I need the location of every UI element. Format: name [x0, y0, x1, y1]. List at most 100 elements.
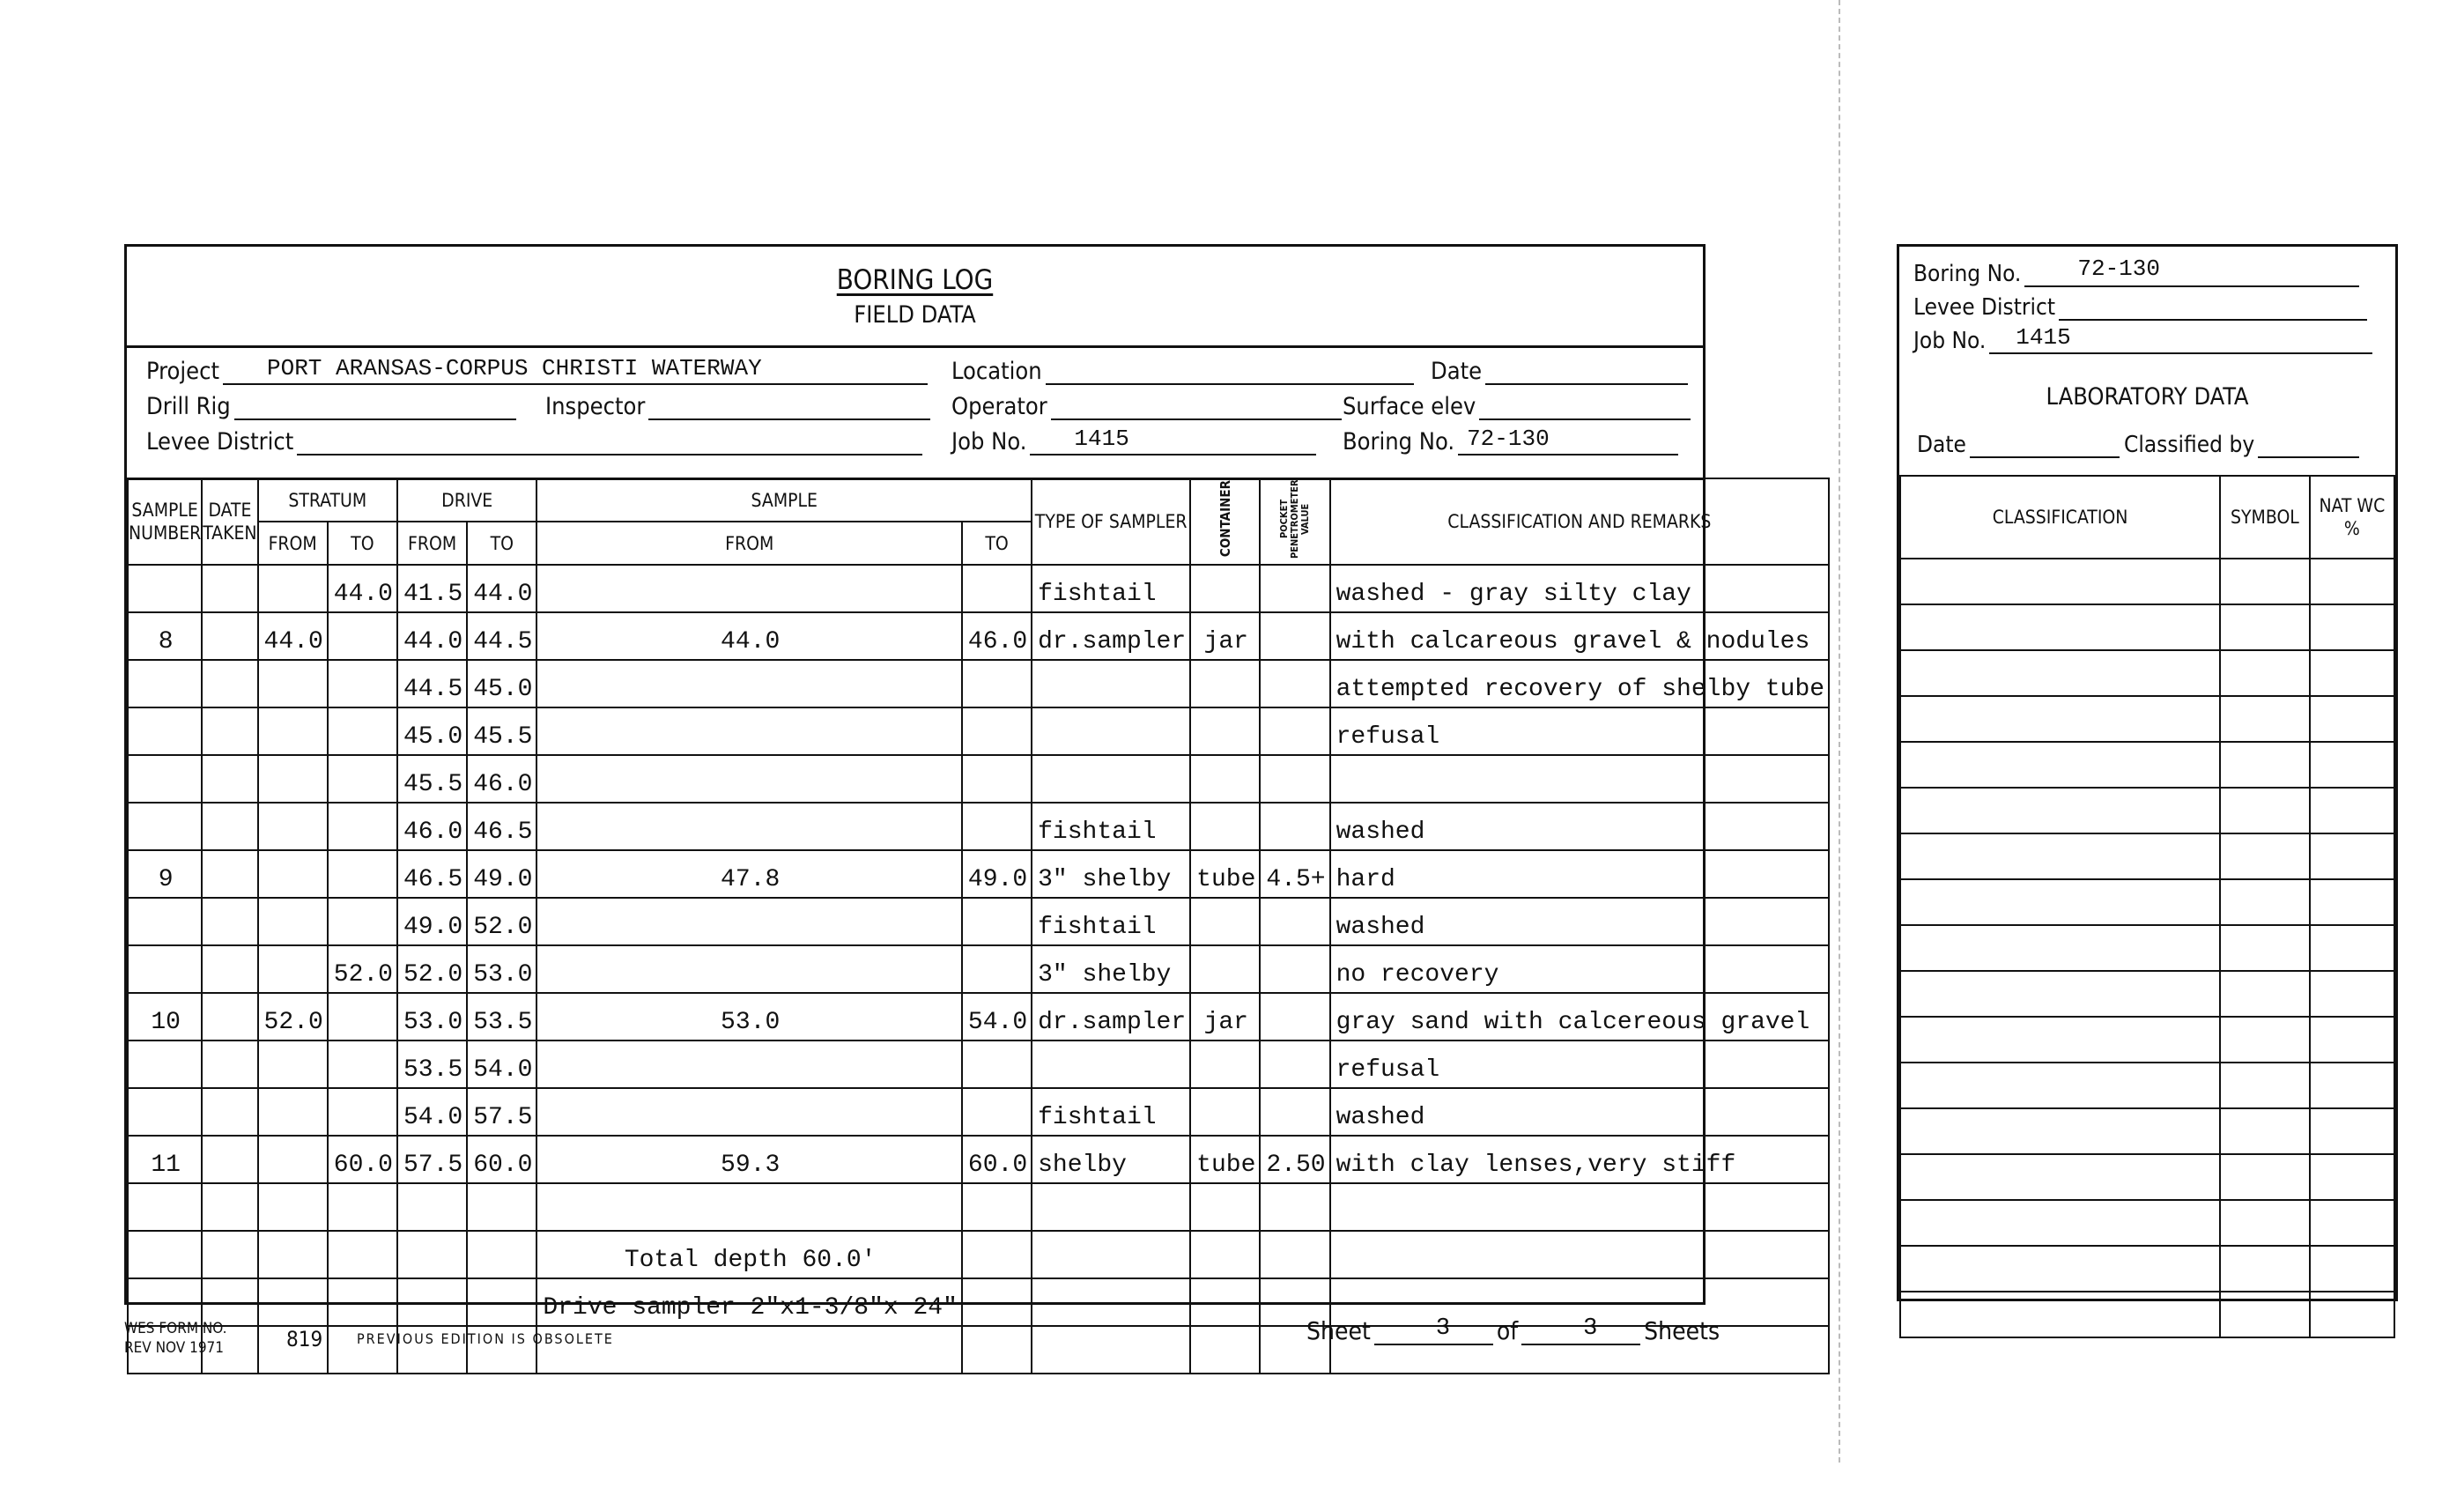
cell-stratum-to: 60.0 [326, 1135, 398, 1184]
lab-table: CLASSIFICATION SYMBOL NAT WC % [1898, 475, 2396, 1338]
lab-cell-classification [1898, 1016, 2222, 1063]
cell-classification-remarks [1328, 754, 1831, 804]
cell-date-taken [201, 1135, 259, 1184]
lab-cell-symbol [2219, 741, 2311, 789]
cell-sample-from [536, 564, 963, 613]
boring-no-field[interactable]: Boring No. 72-130 [1343, 426, 1679, 455]
cell-container [1189, 1087, 1262, 1137]
cell-sample-to [960, 1182, 1033, 1232]
cell-drive-from: 46.0 [396, 802, 469, 851]
project-field[interactable]: Project PORT ARANSAS-CORPUS CHRISTI WATER… [146, 355, 928, 385]
cell-classification-remarks: with clay lenses,very stiff [1328, 1135, 1831, 1184]
location-field[interactable]: Location [951, 358, 1414, 385]
lab-cell-nat-wc [2308, 558, 2396, 605]
cell-stratum-from [256, 707, 329, 756]
lab-cell-nat-wc [2308, 1153, 2396, 1201]
cell-sample-from: Drive sampler 2"x1-3/8"x 24" [536, 1278, 963, 1327]
cell-type-of-sampler [1031, 754, 1192, 804]
cell-stratum-to [326, 1278, 398, 1327]
cell-sample-number [126, 1325, 203, 1374]
table-row [126, 1182, 1831, 1232]
job-no-field[interactable]: Job No. 1415 [951, 426, 1317, 455]
cell-classification-remarks: refusal [1328, 1040, 1831, 1089]
cell-drive-from: 52.0 [396, 944, 469, 994]
inspector-field[interactable]: Inspector [545, 393, 931, 420]
cell-classification-remarks [1328, 1278, 1831, 1327]
cell-drive-from [396, 1230, 469, 1279]
table-row: 11 60.0 57.5 60.0 59.3 60.0 shelby tube 2.50 with… [126, 1135, 1831, 1184]
header-stratum: STRATUM [256, 478, 398, 522]
cell-sample-from [536, 659, 963, 708]
cell-sample-from [536, 1182, 963, 1232]
lab-table-row [1898, 1199, 2396, 1247]
cell-sample-to [960, 802, 1033, 851]
lab-cell-nat-wc [2308, 1199, 2396, 1247]
cell-date-taken [201, 1087, 259, 1137]
cell-stratum-to [326, 992, 398, 1041]
cell-classification-remarks [1328, 1325, 1831, 1374]
date-field[interactable]: Date [1431, 358, 1689, 385]
cell-classification-remarks: refusal [1328, 707, 1831, 756]
surface-elev-field[interactable]: Surface elev [1343, 393, 1691, 420]
cell-sample-number [126, 707, 203, 756]
cell-pocket-penetrometer [1259, 707, 1331, 756]
table-row: 9 46.5 49.0 47.8 49.0 3" shelby tube 4.5+ hard [126, 849, 1831, 899]
lab-cell-classification [1898, 1153, 2222, 1201]
cell-date-taken [201, 564, 259, 613]
cell-stratum-to [326, 897, 398, 946]
cell-sample-from: 44.0 [536, 611, 963, 661]
cell-sample-number [126, 1182, 203, 1232]
classified-by-field[interactable]: Classified by [2124, 432, 2360, 458]
lab-cell-nat-wc [2308, 787, 2396, 834]
cell-stratum-from [256, 1325, 329, 1374]
table-row: 10 52.0 53.0 53.5 53.0 54.0 dr.sampler jar gray… [126, 992, 1831, 1041]
cell-container: jar [1189, 611, 1262, 661]
lab-cell-symbol [2219, 1153, 2311, 1201]
lab-table-row [1898, 1291, 2396, 1338]
lab-cell-classification [1898, 649, 2222, 697]
lab-boring-no-field[interactable]: Boring No. 72-130 [1913, 256, 2360, 287]
cell-sample-from [536, 707, 963, 756]
header-sample: SAMPLE [536, 478, 1033, 522]
table-row: 45.5 46.0 [126, 754, 1831, 804]
lab-job-no-field[interactable]: Job No. 1415 [1913, 324, 2373, 354]
lab-table-row [1898, 924, 2396, 972]
cell-pocket-penetrometer [1259, 897, 1331, 946]
lab-cell-symbol [2219, 1062, 2311, 1109]
lab-table-row [1898, 1062, 2396, 1109]
lab-table-row [1898, 1245, 2396, 1292]
levee-district-field[interactable]: Levee District [146, 428, 923, 455]
lab-cell-classification [1898, 787, 2222, 834]
cell-drive-to: 49.0 [466, 849, 538, 899]
cell-stratum-from [256, 802, 329, 851]
boring-log-table: SAMPLE NUMBER DATE TAKEN STRATUM DRIVE S… [126, 478, 1831, 1374]
header-drive-to: TO [466, 521, 538, 566]
cell-sample-from: 53.0 [536, 992, 963, 1041]
lab-cell-symbol [2219, 924, 2311, 972]
cell-type-of-sampler [1031, 1325, 1192, 1374]
cell-sample-to: 54.0 [960, 992, 1033, 1041]
lab-cell-symbol [2219, 833, 2311, 880]
operator-field[interactable]: Operator [951, 393, 1342, 420]
cell-drive-from [396, 1278, 469, 1327]
cell-container [1189, 1325, 1262, 1374]
cell-date-taken [201, 707, 259, 756]
cell-stratum-to [326, 802, 398, 851]
cell-stratum-from: 52.0 [256, 992, 329, 1041]
cell-sample-to [960, 897, 1033, 946]
cell-drive-from [396, 1182, 469, 1232]
cell-date-taken [201, 1325, 259, 1374]
header-container: CONTAINER [1189, 478, 1262, 566]
lab-date-field[interactable]: Date [1917, 432, 2120, 458]
lab-cell-nat-wc [2308, 1016, 2396, 1063]
lab-cell-classification [1898, 1245, 2222, 1292]
lab-levee-district-field[interactable]: Levee District [1913, 294, 2368, 321]
cell-drive-from: 44.0 [396, 611, 469, 661]
cell-sample-to [960, 1278, 1033, 1327]
lab-cell-nat-wc [2308, 649, 2396, 697]
drill-rig-field[interactable]: Drill Rig [146, 393, 516, 420]
cell-sample-to [960, 754, 1033, 804]
cell-drive-to: 44.5 [466, 611, 538, 661]
header-drive: DRIVE [396, 478, 538, 522]
cell-pocket-penetrometer [1259, 564, 1331, 613]
